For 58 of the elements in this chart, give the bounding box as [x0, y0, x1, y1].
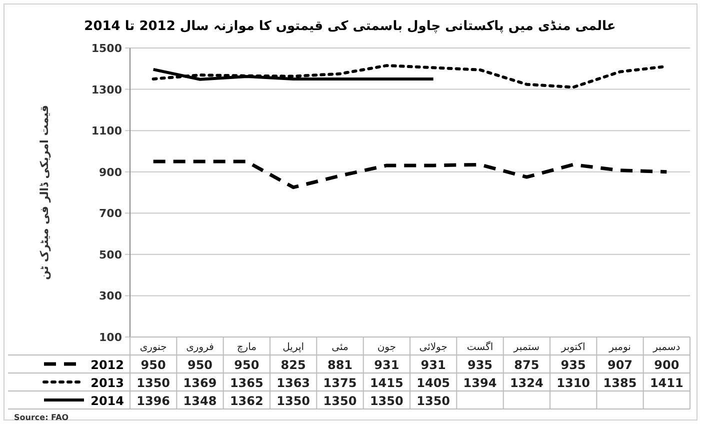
data-label: 1385: [603, 376, 637, 390]
data-label: 931: [374, 358, 400, 372]
line-series: [152, 160, 668, 190]
data-label: 1324: [510, 376, 544, 390]
data-label: 1350: [370, 394, 404, 408]
data-label: 950: [234, 358, 260, 372]
data-label: 1362: [230, 394, 264, 408]
data-label: 1394: [463, 376, 497, 390]
chart-title: عالمی منڈی میں پاکستانی چاول باسمتی کی قیمتوں کا موازنہ سال 2012 تا 2014: [84, 19, 616, 34]
data-label: 1365: [230, 376, 264, 390]
data-label: 950: [187, 358, 213, 372]
y-tick-label: 1100: [91, 124, 122, 138]
x-tick-label: جنوری: [140, 342, 167, 353]
x-tick-label: فروری: [186, 342, 214, 353]
data-label: 1310: [556, 376, 590, 390]
data-label: 1363: [276, 376, 310, 390]
data-label: 935: [467, 358, 493, 372]
y-tick-label: 1500: [91, 42, 122, 55]
legend-label: 2012: [90, 358, 124, 372]
x-tick-label: دسمبر: [652, 342, 680, 353]
data-label: 1415: [370, 376, 404, 390]
y-axis-title: قیمت امریکی ڈالر فی میٹرک ٹن: [38, 105, 51, 280]
data-label: 935: [560, 358, 586, 372]
x-tick-label: جون: [377, 342, 396, 353]
x-tick-label: نومبر: [608, 342, 631, 353]
data-label: 907: [607, 358, 633, 372]
y-tick-label: 700: [99, 207, 122, 220]
x-tick-label: اکتوبر: [560, 342, 586, 353]
y-tick-label: 900: [99, 166, 122, 179]
x-tick-label: مارچ: [236, 342, 257, 353]
data-label: 875: [514, 358, 540, 372]
data-label: 1405: [416, 376, 450, 390]
data-label: 1411: [650, 376, 684, 390]
data-label: 1350: [323, 394, 357, 408]
data-label: 950: [140, 358, 166, 372]
legend-label: 2014: [90, 394, 124, 408]
legend-label: 2013: [90, 376, 124, 390]
data-label: 1350: [276, 394, 310, 408]
source-note: Source: FAO: [14, 413, 69, 422]
data-label: 1348: [183, 394, 217, 408]
y-tick-label: 300: [99, 290, 122, 303]
data-label: 900: [654, 358, 680, 372]
data-label: 881: [327, 358, 353, 372]
data-label: 1350: [136, 376, 170, 390]
data-label: 1396: [136, 394, 170, 408]
x-tick-label: ستمبر: [512, 342, 540, 353]
y-tick-label: 100: [99, 331, 122, 344]
data-label: 825: [280, 358, 306, 372]
x-tick-label: اگست: [466, 341, 494, 353]
data-label: 1369: [183, 376, 217, 390]
y-tick-label: 1300: [91, 83, 122, 96]
x-tick-label: اپریل: [282, 342, 304, 353]
y-tick-label: 500: [99, 248, 122, 262]
x-tick-label: مئی: [332, 342, 348, 353]
data-label: 1350: [416, 394, 450, 408]
data-label: 931: [420, 358, 446, 372]
x-tick-label: جولائی: [419, 342, 448, 353]
data-label: 1375: [323, 376, 357, 390]
